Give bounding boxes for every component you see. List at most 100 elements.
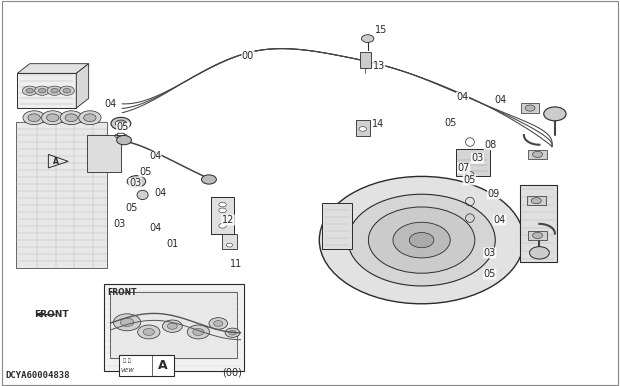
Text: 04: 04 — [494, 215, 506, 225]
Circle shape — [167, 323, 177, 329]
Circle shape — [368, 207, 475, 273]
Circle shape — [35, 86, 50, 95]
Circle shape — [533, 151, 542, 157]
Text: 05: 05 — [126, 203, 138, 213]
Circle shape — [533, 232, 542, 239]
Polygon shape — [17, 64, 89, 73]
Circle shape — [193, 328, 204, 335]
Circle shape — [60, 86, 74, 95]
Text: DCYA60004838: DCYA60004838 — [5, 371, 69, 380]
Circle shape — [529, 247, 549, 259]
Bar — [356, 120, 370, 136]
Bar — [16, 122, 107, 268]
Circle shape — [46, 114, 59, 122]
Text: 04: 04 — [456, 92, 469, 102]
Text: 05: 05 — [139, 167, 151, 177]
Text: 12: 12 — [222, 215, 234, 225]
Circle shape — [393, 222, 450, 258]
Text: 14: 14 — [372, 119, 384, 129]
Text: A: A — [158, 359, 167, 372]
Text: 03: 03 — [113, 219, 126, 229]
Text: VIEW: VIEW — [120, 367, 134, 372]
Text: 03: 03 — [129, 178, 141, 188]
Circle shape — [115, 120, 126, 127]
Circle shape — [131, 178, 141, 185]
Text: 11: 11 — [229, 259, 242, 269]
Bar — [322, 203, 352, 249]
Circle shape — [348, 194, 495, 286]
Circle shape — [202, 175, 216, 184]
Bar — [360, 52, 371, 68]
Text: FRONT: FRONT — [107, 288, 137, 297]
Polygon shape — [76, 64, 89, 108]
Text: 09: 09 — [487, 189, 500, 199]
Circle shape — [219, 223, 226, 228]
Circle shape — [138, 325, 160, 339]
Circle shape — [26, 88, 33, 93]
Circle shape — [23, 111, 45, 125]
Circle shape — [226, 243, 232, 247]
Circle shape — [531, 198, 541, 204]
Circle shape — [120, 318, 134, 327]
Circle shape — [65, 114, 78, 122]
Bar — [528, 150, 547, 159]
Text: 04: 04 — [149, 223, 161, 233]
Bar — [520, 185, 557, 262]
Circle shape — [544, 107, 566, 121]
Circle shape — [225, 328, 240, 337]
Text: 参 照: 参 照 — [123, 358, 131, 363]
Text: 04: 04 — [495, 95, 507, 105]
Circle shape — [229, 330, 236, 335]
Circle shape — [84, 114, 96, 122]
Circle shape — [22, 86, 37, 95]
Text: 07: 07 — [458, 163, 470, 173]
Circle shape — [143, 328, 154, 335]
Ellipse shape — [137, 190, 148, 200]
Circle shape — [187, 325, 210, 339]
Bar — [110, 292, 237, 358]
Circle shape — [38, 88, 46, 93]
Circle shape — [127, 176, 146, 187]
Bar — [119, 355, 174, 376]
Text: 05: 05 — [445, 118, 457, 128]
Bar — [222, 234, 237, 249]
Text: 13: 13 — [373, 61, 385, 71]
Text: 04: 04 — [154, 188, 167, 198]
Bar — [211, 197, 234, 234]
Circle shape — [319, 176, 524, 304]
Text: 08: 08 — [484, 140, 497, 150]
Circle shape — [47, 86, 62, 95]
Text: 03: 03 — [471, 153, 484, 163]
Circle shape — [63, 88, 71, 93]
Circle shape — [60, 111, 82, 125]
Text: 04: 04 — [149, 151, 161, 161]
Text: 03: 03 — [484, 248, 496, 258]
Circle shape — [209, 318, 228, 329]
Bar — [87, 135, 121, 172]
Circle shape — [219, 202, 226, 207]
Bar — [527, 196, 546, 205]
Circle shape — [117, 135, 131, 145]
Bar — [521, 103, 539, 113]
Bar — [17, 73, 76, 108]
Circle shape — [79, 111, 101, 125]
Circle shape — [359, 127, 366, 131]
Circle shape — [162, 320, 182, 332]
Text: 05: 05 — [463, 175, 476, 185]
Circle shape — [113, 314, 141, 331]
Bar — [456, 149, 490, 176]
Text: 15: 15 — [374, 25, 387, 35]
Text: 00: 00 — [242, 51, 254, 61]
Bar — [104, 284, 244, 371]
Circle shape — [111, 117, 131, 130]
Circle shape — [525, 105, 535, 111]
Circle shape — [51, 88, 58, 93]
Text: 05: 05 — [117, 122, 129, 132]
Circle shape — [28, 114, 40, 122]
Text: (00): (00) — [223, 367, 242, 378]
Circle shape — [219, 208, 226, 213]
Circle shape — [361, 35, 374, 42]
Text: 01: 01 — [166, 239, 179, 249]
Bar — [528, 231, 547, 240]
Text: FRONT: FRONT — [34, 310, 69, 319]
